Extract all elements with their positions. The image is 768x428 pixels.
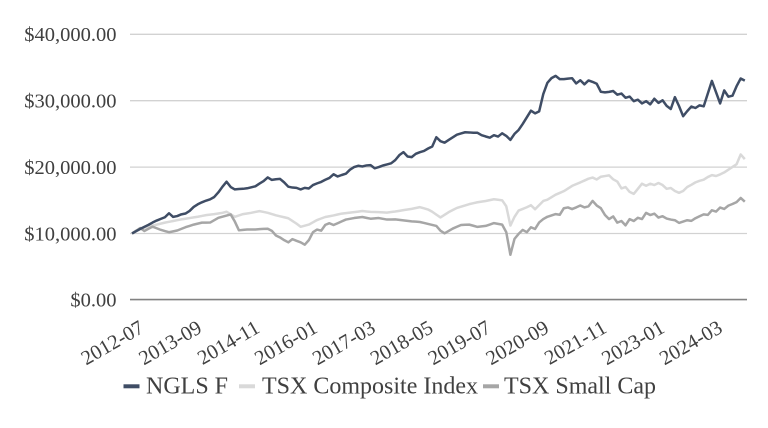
svg-text:$40,000.00: $40,000.00 bbox=[24, 24, 116, 46]
svg-text:TSX Small Cap: TSX Small Cap bbox=[504, 374, 656, 400]
svg-text:$20,000.00: $20,000.00 bbox=[24, 157, 116, 179]
svg-text:$30,000.00: $30,000.00 bbox=[24, 91, 116, 113]
svg-text:TSX Composite Index: TSX Composite Index bbox=[262, 374, 478, 400]
svg-text:$10,000.00: $10,000.00 bbox=[24, 223, 116, 245]
svg-text:NGLS F: NGLS F bbox=[146, 374, 228, 400]
svg-text:$0.00: $0.00 bbox=[70, 290, 116, 312]
